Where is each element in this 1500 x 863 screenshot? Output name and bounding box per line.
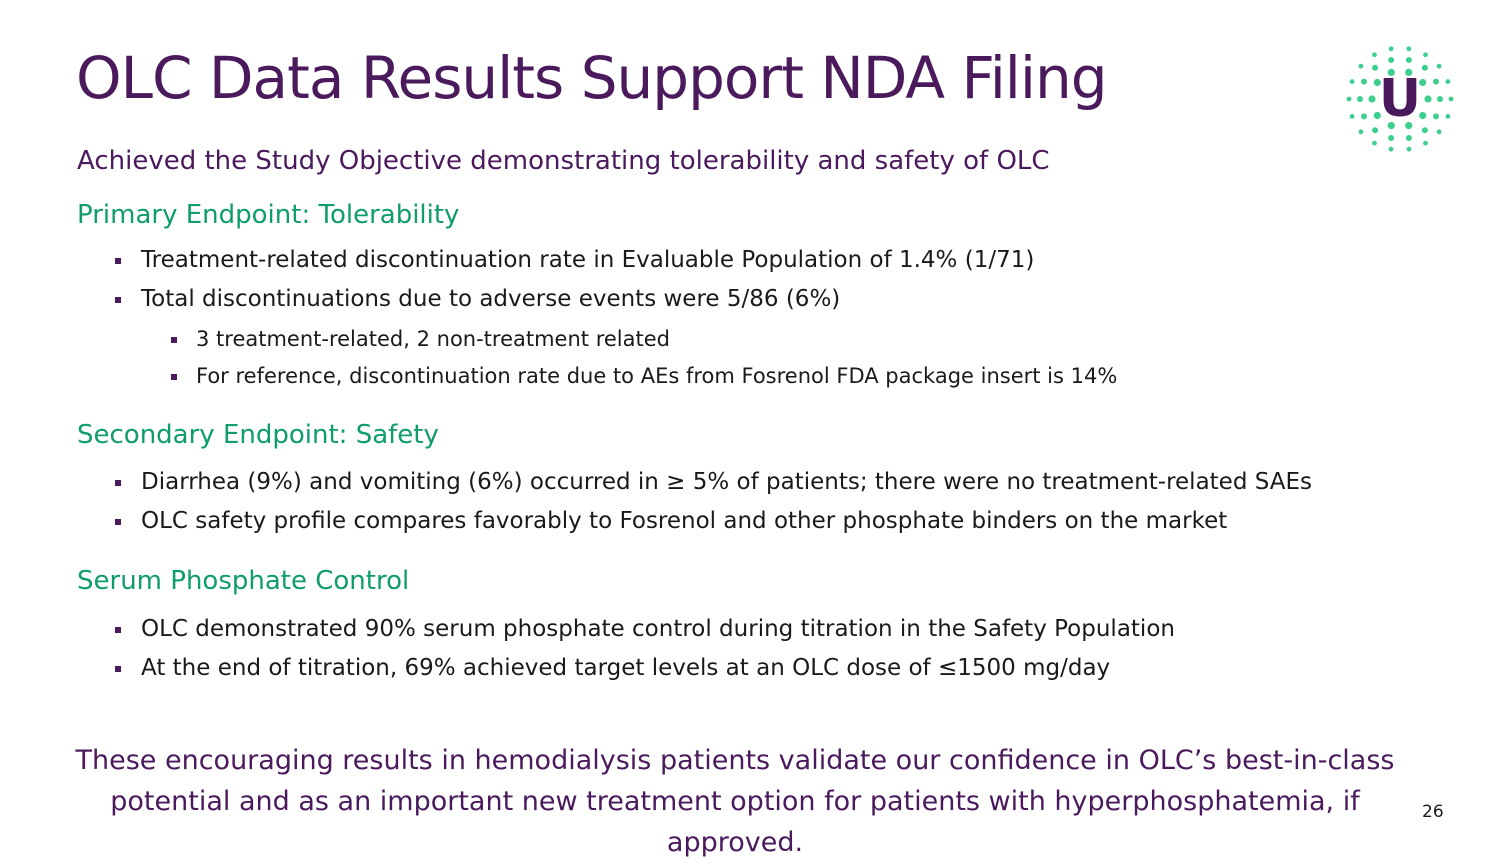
slide-subtitle: Achieved the Study Objective demonstrati… bbox=[77, 146, 1050, 176]
logo-dot bbox=[1437, 96, 1443, 102]
section-heading-safety: Secondary Endpoint: Safety bbox=[77, 420, 439, 450]
bullet-marker bbox=[115, 297, 121, 303]
logo-dot bbox=[1372, 64, 1379, 71]
bullet-marker bbox=[115, 519, 121, 525]
logo-dot bbox=[1419, 78, 1427, 87]
logo-dot bbox=[1423, 140, 1428, 146]
logo-dot bbox=[1372, 127, 1379, 134]
logo-dot bbox=[1433, 113, 1439, 120]
logo-dot bbox=[1433, 78, 1439, 85]
logo-dot bbox=[1346, 96, 1352, 102]
logo-dot bbox=[1372, 52, 1377, 58]
logo-dot bbox=[1368, 95, 1376, 103]
page-number: 26 bbox=[1422, 802, 1444, 822]
logo-dot bbox=[1405, 122, 1413, 130]
bullet-marker bbox=[115, 627, 121, 633]
logo-dot bbox=[1405, 68, 1413, 76]
slide-title: OLC Data Results Support NDA Filing bbox=[76, 44, 1108, 112]
sub-bullet-tolerability-1: 3 treatment-related, 2 non-treatment rel… bbox=[196, 327, 670, 351]
bullet-tolerability-1: Treatment-related discontinuation rate i… bbox=[141, 247, 1035, 273]
bullet-tolerability-2: Total discontinuations due to adverse ev… bbox=[141, 286, 841, 312]
logo-dot bbox=[1436, 129, 1442, 135]
company-logo-icon: U bbox=[1346, 46, 1454, 152]
logo-dot bbox=[1406, 146, 1412, 152]
logo-dot bbox=[1349, 114, 1355, 119]
bullet-phosphate-1: OLC demonstrated 90% serum phosphate con… bbox=[141, 616, 1175, 642]
logo-dot bbox=[1361, 113, 1367, 120]
section-heading-tolerability: Primary Endpoint: Tolerability bbox=[77, 200, 460, 230]
bullet-marker bbox=[115, 258, 121, 264]
logo-dot bbox=[1373, 78, 1381, 87]
conclusion-line-2: potential and as an important new treatm… bbox=[110, 786, 1360, 858]
logo-dot bbox=[1405, 57, 1412, 63]
logo-dot bbox=[1421, 127, 1428, 134]
logo-dot bbox=[1448, 96, 1454, 102]
bullet-safety-2: OLC safety profile compares favorably to… bbox=[141, 508, 1228, 534]
conclusion-statement: These encouraging results in hemodialysi… bbox=[60, 740, 1410, 863]
logo-dot bbox=[1388, 146, 1394, 152]
logo-dot bbox=[1358, 63, 1364, 69]
logo-dot bbox=[1388, 57, 1395, 63]
sub-bullet-marker bbox=[171, 374, 177, 380]
bullet-marker bbox=[115, 666, 121, 672]
logo-dot bbox=[1372, 140, 1377, 146]
logo-dot bbox=[1387, 68, 1395, 76]
logo-dot bbox=[1423, 52, 1428, 58]
logo-dot bbox=[1445, 79, 1451, 84]
logo-dot bbox=[1406, 46, 1412, 52]
logo-dot bbox=[1405, 135, 1412, 141]
sub-bullet-marker bbox=[171, 337, 177, 343]
logo-dot bbox=[1436, 63, 1442, 69]
logo-dot bbox=[1388, 46, 1394, 52]
logo-dot bbox=[1373, 111, 1381, 120]
logo-dot bbox=[1388, 135, 1395, 141]
bullet-phosphate-2: At the end of titration, 69% achieved ta… bbox=[141, 655, 1111, 681]
logo-dot bbox=[1387, 122, 1395, 130]
logo-dot bbox=[1358, 129, 1364, 135]
section-heading-phosphate-control: Serum Phosphate Control bbox=[77, 566, 410, 596]
logo-dot bbox=[1419, 111, 1427, 120]
sub-bullet-tolerability-2: For reference, discontinuation rate due … bbox=[196, 364, 1118, 388]
logo-dot bbox=[1445, 114, 1451, 119]
logo-dot bbox=[1357, 96, 1363, 102]
bullet-safety-1: Diarrhea (9%) and vomiting (6%) occurred… bbox=[141, 469, 1313, 495]
logo-dot bbox=[1349, 79, 1355, 84]
logo-letter: U bbox=[1379, 69, 1421, 129]
logo-dot bbox=[1424, 95, 1432, 103]
bullet-marker bbox=[115, 480, 121, 486]
conclusion-line-1: These encouraging results in hemodialysi… bbox=[75, 745, 1395, 776]
logo-dot bbox=[1361, 78, 1367, 85]
logo-dot bbox=[1421, 64, 1428, 71]
